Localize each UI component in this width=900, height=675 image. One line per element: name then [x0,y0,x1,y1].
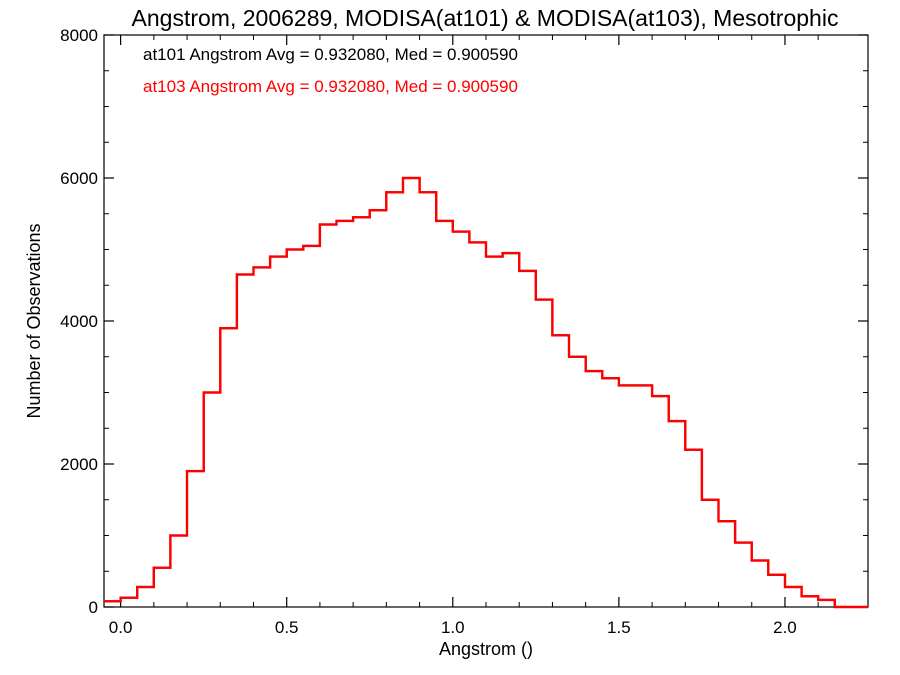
legend-at103-stats: at103 Angstrom Avg = 0.932080, Med = 0.9… [143,77,518,96]
x-tick-label: 0.5 [275,618,299,637]
y-tick-label: 8000 [60,26,98,45]
x-axis-label: Angstrom () [439,639,533,659]
chart-title: Angstrom, 2006289, MODISA(at101) & MODIS… [132,5,839,31]
axis-tick-labels: 0.0 0.5 1.0 1.5 2.0 0 2000 4000 6000 8000 [60,26,797,637]
y-tick-label: 2000 [60,455,98,474]
legend-at101-stats: at101 Angstrom Avg = 0.932080, Med = 0.9… [143,45,518,64]
x-tick-label: 2.0 [773,618,797,637]
series-lines [104,176,868,609]
x-tick-label: 0.0 [109,618,133,637]
series-at103-line [104,176,868,609]
y-axis-label: Number of Observations [24,223,44,418]
plot-frame [103,34,869,608]
y-tick-label: 4000 [60,312,98,331]
x-tick-label: 1.5 [607,618,631,637]
axis-ticks [104,34,868,608]
y-tick-label: 0 [89,598,98,617]
x-tick-label: 1.0 [441,618,465,637]
y-tick-label: 6000 [60,169,98,188]
